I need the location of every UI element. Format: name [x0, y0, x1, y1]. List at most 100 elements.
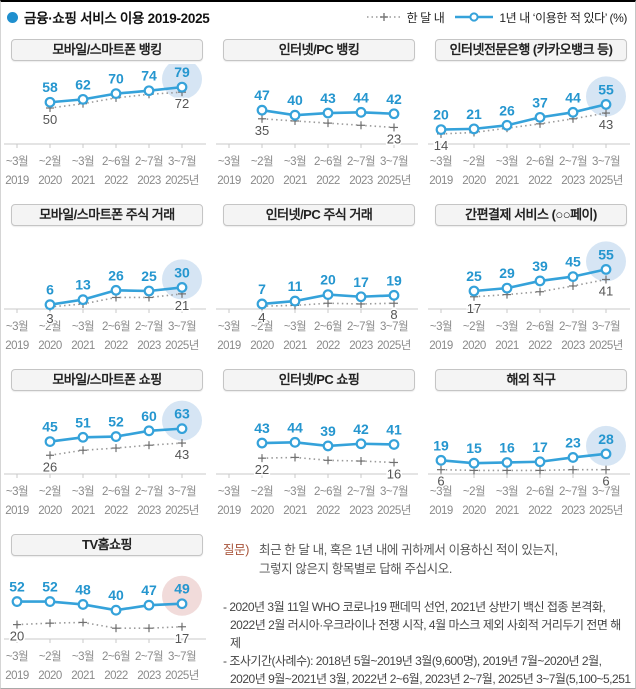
svg-text:3~7월: 3~7월	[168, 155, 196, 168]
svg-text:55: 55	[598, 246, 614, 262]
svg-text:~3월: ~3월	[430, 155, 452, 168]
svg-text:2023: 2023	[349, 175, 373, 187]
note-line: - 조사기간(사례수): 2018년 5월~2019년 3월(9,600명), …	[223, 653, 602, 668]
svg-text:2021: 2021	[71, 505, 95, 517]
svg-text:2019: 2019	[217, 340, 241, 352]
svg-text:2025년: 2025년	[165, 669, 199, 682]
svg-text:8: 8	[390, 307, 397, 322]
svg-text:~3월: ~3월	[72, 155, 94, 168]
svg-text:25: 25	[141, 268, 157, 284]
svg-text:2~6월: 2~6월	[314, 155, 342, 168]
svg-text:2~7월: 2~7월	[559, 485, 587, 498]
svg-text:2025년: 2025년	[589, 504, 623, 517]
svg-text:2~6월: 2~6월	[102, 485, 130, 498]
chart-tv-homeshopping: TV홈쇼핑 ~3월 ~2월 ~3월 2~6월 2~7월 3~7월 2019 2020 2021 2…	[1, 527, 213, 688]
svg-text:2020: 2020	[38, 175, 62, 187]
svg-text:6: 6	[46, 282, 54, 298]
svg-text:55: 55	[598, 81, 614, 97]
svg-text:2025년: 2025년	[589, 339, 623, 352]
svg-text:2~7월: 2~7월	[347, 320, 375, 333]
svg-text:19: 19	[433, 437, 449, 453]
svg-text:45: 45	[565, 254, 581, 270]
svg-text:~3월: ~3월	[284, 485, 306, 498]
svg-text:2020: 2020	[462, 505, 486, 517]
svg-text:16: 16	[387, 466, 401, 481]
svg-text:3~7월: 3~7월	[592, 155, 620, 168]
svg-text:2020: 2020	[250, 175, 274, 187]
svg-text:2022: 2022	[104, 670, 128, 682]
svg-text:44: 44	[565, 89, 581, 105]
svg-text:2021: 2021	[71, 670, 95, 682]
svg-text:2023: 2023	[137, 175, 161, 187]
svg-text:~2월: ~2월	[39, 155, 61, 168]
svg-text:2019: 2019	[217, 175, 241, 187]
svg-text:2021: 2021	[495, 175, 519, 187]
svg-text:2019: 2019	[429, 340, 453, 352]
chart-grid: 모바일/스마트폰 뱅킹 ~3월 ~2월 ~3월 2~6월 2~7월 3~7월 2019 202…	[1, 32, 635, 688]
svg-text:2025년: 2025년	[165, 339, 199, 352]
page-title: 금융·쇼핑 서비스 이용 2019-2025	[24, 11, 210, 26]
svg-text:~3월: ~3월	[6, 155, 28, 168]
chart-mobile-shopping: 모바일/스마트폰 쇼핑 ~3월 ~2월 ~3월 2~6월 2~7월 3~7월 2019 202…	[1, 362, 213, 527]
svg-text:35: 35	[255, 123, 269, 138]
svg-text:47: 47	[141, 582, 157, 598]
svg-text:47: 47	[254, 87, 270, 103]
svg-text:2023: 2023	[137, 670, 161, 682]
legend-monthly-label: 한 달 내	[406, 10, 445, 25]
svg-text:2020: 2020	[250, 505, 274, 517]
svg-text:2~6월: 2~6월	[526, 320, 554, 333]
svg-text:25: 25	[466, 268, 482, 284]
svg-text:~2월: ~2월	[251, 485, 273, 498]
svg-text:2020: 2020	[250, 340, 274, 352]
legend: 한 달 내 1년 내 ‘이용한 적 있다’ (%)	[366, 9, 627, 26]
svg-text:17: 17	[175, 631, 189, 646]
svg-text:2019: 2019	[217, 505, 241, 517]
svg-text:17: 17	[467, 301, 481, 316]
legend-item-monthly: 한 달 내	[366, 9, 445, 26]
svg-text:~3월: ~3월	[218, 155, 240, 168]
svg-text:2~6월: 2~6월	[314, 485, 342, 498]
svg-text:2021: 2021	[495, 340, 519, 352]
chart-title: 모바일/스마트폰 뱅킹	[11, 39, 203, 61]
svg-text:49: 49	[174, 581, 190, 597]
svg-text:2~7월: 2~7월	[347, 155, 375, 168]
svg-text:7: 7	[258, 281, 266, 297]
svg-text:14: 14	[434, 138, 448, 153]
svg-text:2020: 2020	[462, 175, 486, 187]
svg-text:2~7월: 2~7월	[135, 320, 163, 333]
svg-text:29: 29	[499, 265, 515, 281]
chart-title: 인터넷/PC 뱅킹	[223, 39, 415, 61]
svg-text:13: 13	[75, 277, 91, 293]
chart-mobile-stock: 모바일/스마트폰 주식 거래 ~3월 ~2월 ~3월 2~6월 2~7월 3~7월 2019…	[1, 197, 213, 362]
svg-text:2020: 2020	[462, 340, 486, 352]
chart-title: 모바일/스마트폰 쇼핑	[11, 369, 203, 391]
svg-text:~2월: ~2월	[463, 320, 485, 333]
svg-text:3~7월: 3~7월	[380, 320, 408, 333]
svg-text:2022: 2022	[104, 340, 128, 352]
svg-text:2019: 2019	[5, 505, 29, 517]
svg-text:3~7월: 3~7월	[168, 320, 196, 333]
svg-text:15: 15	[466, 440, 482, 456]
svg-text:2019: 2019	[429, 505, 453, 517]
svg-text:2025년: 2025년	[165, 174, 199, 187]
svg-text:~2월: ~2월	[463, 485, 485, 498]
svg-text:43: 43	[254, 420, 270, 436]
chart-pc-banking: 인터넷/PC 뱅킹 ~3월 ~2월 ~3월 2~6월 2~7월 3~7월 2019 2020 2…	[213, 32, 425, 197]
svg-text:~3월: ~3월	[6, 650, 28, 663]
svg-text:~3월: ~3월	[6, 485, 28, 498]
svg-text:2~6월: 2~6월	[102, 155, 130, 168]
svg-text:6: 6	[437, 474, 444, 489]
svg-text:2019: 2019	[5, 670, 29, 682]
svg-text:51: 51	[75, 414, 91, 430]
svg-text:44: 44	[287, 419, 303, 435]
svg-text:2025년: 2025년	[377, 339, 411, 352]
svg-text:21: 21	[175, 298, 189, 313]
svg-text:3~7월: 3~7월	[380, 485, 408, 498]
svg-text:43: 43	[599, 117, 613, 132]
